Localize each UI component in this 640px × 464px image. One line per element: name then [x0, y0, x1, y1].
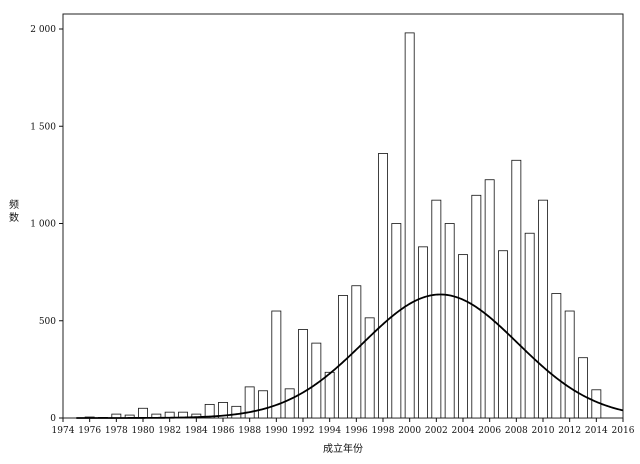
bar-1987: [231, 405, 242, 419]
x-tick-label-1996: 1996: [345, 426, 368, 436]
bar-2009: [524, 232, 535, 419]
x-tick-label-2000: 2000: [398, 426, 421, 436]
bar-1980: [138, 407, 148, 419]
x-tick-label-1978: 1978: [105, 426, 128, 436]
bar-1995: [338, 295, 348, 419]
bar-1997: [364, 317, 375, 419]
bar-2011: [551, 293, 562, 419]
x-tick-label-2012: 2012: [558, 426, 581, 436]
y-tick-label-1500: 1 500: [30, 122, 56, 132]
x-tick-label-1984: 1984: [185, 426, 208, 436]
y-axis-title: 频数: [9, 198, 19, 224]
y-tick-label-500: 500: [39, 317, 56, 327]
bar-1998: [378, 153, 388, 419]
x-tick-label-1982: 1982: [158, 426, 181, 436]
bar-2001: [418, 246, 428, 419]
bar-2013: [578, 357, 588, 419]
bar-1999: [391, 223, 402, 419]
bar-1985: [204, 403, 215, 419]
x-tick-label-2004: 2004: [452, 426, 475, 436]
x-axis: 1974 1976 1978 1980 1982 1984 1986 1988 1990 1992…: [52, 418, 635, 436]
x-tick-label-1974: 1974: [52, 426, 75, 436]
bar-2002: [431, 199, 442, 419]
bars-group: [84, 32, 602, 419]
bar-2003: [444, 223, 455, 419]
x-tick-label-1988: 1988: [238, 426, 261, 436]
x-tick-label-1990: 1990: [265, 426, 288, 436]
x-axis-title: 成立年份: [323, 442, 363, 455]
bar-1994: [324, 371, 335, 419]
x-tick-label-1992: 1992: [292, 426, 315, 436]
normal-fit-curve: [76, 293, 624, 419]
x-tick-label-1980: 1980: [132, 426, 155, 436]
bar-2012: [564, 310, 575, 419]
bar-2007: [498, 250, 508, 419]
x-tick-label-2006: 2006: [478, 426, 501, 436]
y-tick-label-1000: 1 000: [30, 220, 56, 230]
x-tick-label-2010: 2010: [532, 426, 555, 436]
y-axis: 0 500 1 000 1 500 2 000: [30, 25, 63, 424]
x-tick-label-2016: 2016: [612, 426, 635, 436]
x-tick-label-2008: 2008: [505, 426, 528, 436]
bar-2000: [404, 32, 415, 419]
y-tick-label-2000: 2 000: [30, 25, 56, 35]
bar-2004: [458, 254, 468, 419]
x-tick-label-1994: 1994: [318, 426, 341, 436]
y-tick-label-0: 0: [50, 414, 56, 424]
bar-2006: [484, 179, 495, 419]
x-tick-label-1986: 1986: [212, 426, 235, 436]
bar-1992: [298, 329, 308, 419]
x-tick-label-2014: 2014: [585, 426, 608, 436]
x-tick-label-1998: 1998: [372, 426, 395, 436]
bar-1991: [284, 388, 295, 419]
x-tick-label-1976: 1976: [78, 426, 101, 436]
bar-2010: [538, 199, 548, 419]
bar-2008: [511, 159, 522, 419]
x-tick-label-2002: 2002: [425, 426, 448, 436]
bar-1989: [258, 390, 268, 419]
bar-1990: [271, 310, 282, 419]
